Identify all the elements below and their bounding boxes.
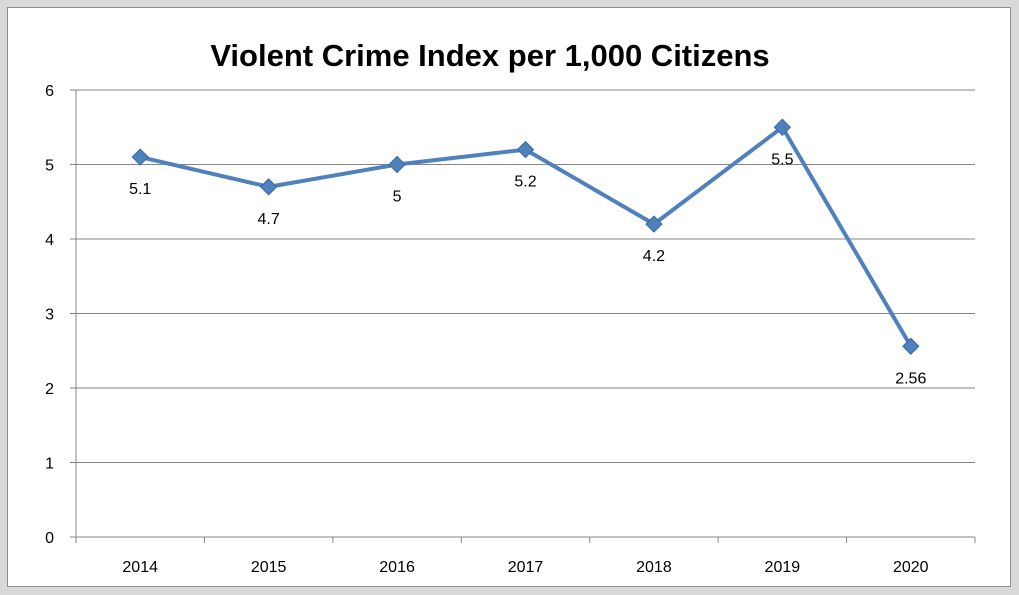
y-tick-label: 4 <box>45 232 54 249</box>
chart-title: Violent Crime Index per 1,000 Citizens <box>210 38 770 73</box>
y-tick-label: 2 <box>45 381 54 398</box>
data-label: 2.56 <box>895 370 926 387</box>
data-label: 5 <box>393 189 402 206</box>
x-tick-label: 2017 <box>508 559 544 576</box>
x-tick-label: 2020 <box>893 559 929 576</box>
y-tick-label: 6 <box>45 83 54 100</box>
data-point-marker <box>131 148 149 166</box>
data-label: 4.7 <box>258 211 280 228</box>
data-label: 5.5 <box>771 151 793 168</box>
x-tick-label: 2019 <box>765 559 801 576</box>
y-tick-label: 0 <box>45 530 54 547</box>
data-point-marker <box>259 178 278 196</box>
x-tick-label: 2014 <box>122 559 158 576</box>
data-point-marker <box>388 155 406 174</box>
y-tick-label: 5 <box>45 158 54 175</box>
y-tick-label: 1 <box>45 456 54 473</box>
x-tick-label: 2015 <box>251 559 287 576</box>
x-tick-label: 2018 <box>636 559 672 576</box>
chart-area <box>7 7 1011 587</box>
data-point-marker <box>902 337 920 355</box>
x-tick-label: 2016 <box>379 559 415 576</box>
data-label: 4.2 <box>643 248 665 265</box>
data-label: 5.2 <box>514 174 536 191</box>
data-point-marker <box>645 215 663 233</box>
data-point-marker <box>516 140 535 159</box>
data-point-marker <box>773 118 792 136</box>
data-label: 5.1 <box>129 181 151 198</box>
y-tick-label: 3 <box>45 307 54 324</box>
